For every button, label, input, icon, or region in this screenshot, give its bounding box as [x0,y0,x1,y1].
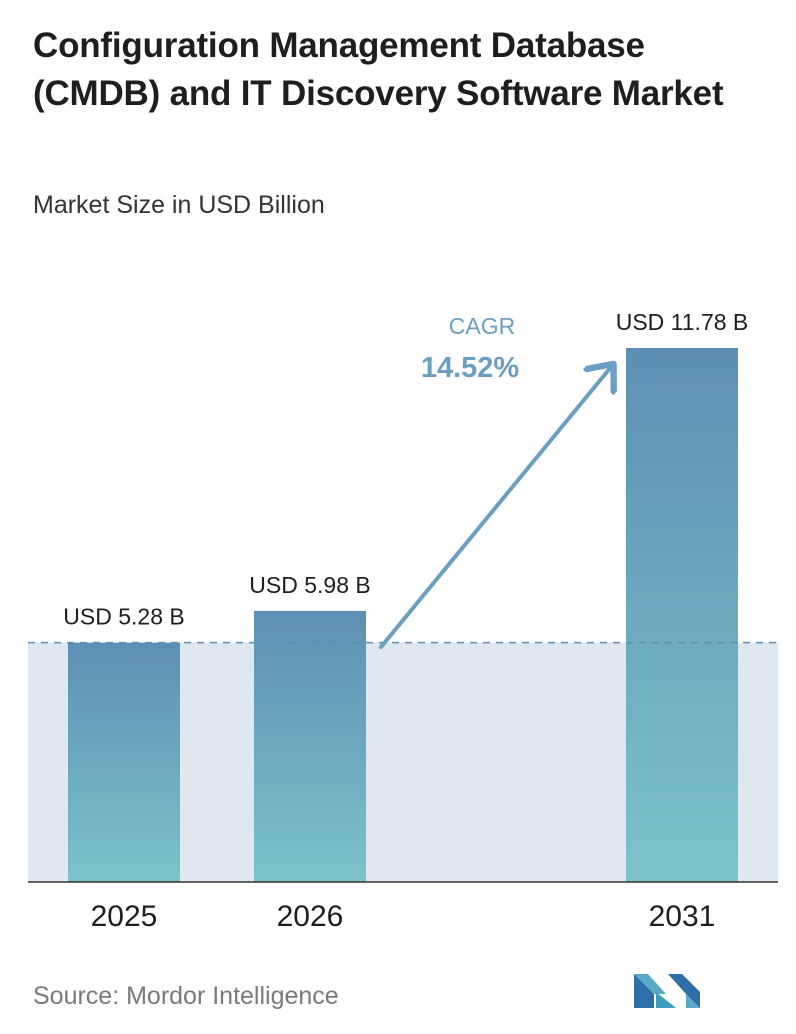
data-label-2026: USD 5.98 B [249,572,370,598]
data-label-2025: USD 5.28 B [63,604,184,630]
x-tick-label-2025: 2025 [91,900,158,933]
cagr-arrow [379,367,611,649]
data-label-2031: USD 11.78 B [616,309,749,335]
chart-subtitle: Market Size in USD Billion [33,191,325,219]
bar-2026 [254,610,366,882]
bar-2025 [68,642,180,882]
bar-2031 [626,348,738,882]
source-note: Source: Mordor Intelligence [33,982,339,1010]
x-tick-label-2026: 2026 [277,900,344,933]
chart-title: Configuration Management Database (CMDB)… [33,26,724,113]
cagr-label: CAGR [449,313,515,339]
x-tick-label-2031: 2031 [649,900,716,933]
cagr-value: 14.52% [421,352,520,384]
mordor-intelligence-logo [634,974,700,1008]
